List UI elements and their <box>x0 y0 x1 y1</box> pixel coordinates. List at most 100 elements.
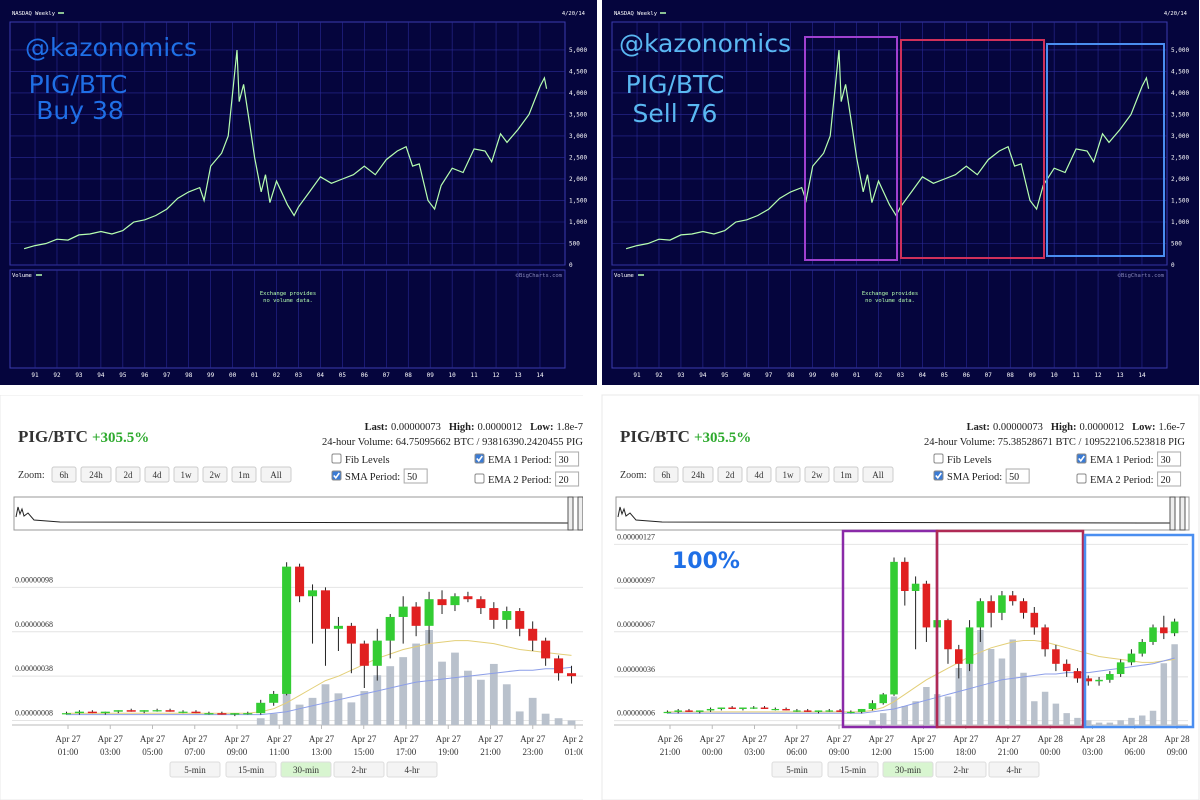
navigator-handle[interactable] <box>567 496 574 531</box>
candle-body <box>178 711 188 713</box>
x-tick-label: 06:00 <box>786 747 807 757</box>
x-tick-label: Apr 27 <box>784 734 810 744</box>
interval-button[interactable] <box>882 761 934 778</box>
zoom-button[interactable] <box>775 466 801 483</box>
chart-credit: ©BigCharts.com <box>516 273 563 279</box>
interval-button[interactable] <box>280 761 332 778</box>
stat-label: Low: <box>530 422 553 433</box>
zoom-button[interactable] <box>833 466 859 483</box>
checkbox-check <box>333 472 340 480</box>
y-tick-label: 500 <box>569 240 580 247</box>
x-tick-label: 00:00 <box>702 747 723 757</box>
candle-body <box>1116 662 1125 675</box>
highlight-box <box>900 39 1045 259</box>
period-input[interactable] <box>555 451 580 467</box>
x-tick-label: Apr 26 <box>657 734 683 744</box>
period-input[interactable] <box>1157 451 1182 467</box>
zoom-button[interactable] <box>862 466 894 483</box>
zoom-button[interactable] <box>260 466 292 483</box>
x-tick-label: 03 <box>295 372 303 379</box>
stat-value: 0.00000073 <box>993 422 1043 433</box>
candle-body <box>269 693 279 703</box>
zoom-button[interactable] <box>804 466 830 483</box>
zoom-button[interactable] <box>144 466 170 483</box>
x-tick-label: 97 <box>765 372 773 379</box>
volume-bar <box>451 652 459 725</box>
candle-body <box>663 711 672 714</box>
zoom-button[interactable] <box>682 466 714 483</box>
zoom-button[interactable] <box>653 466 679 483</box>
candle-body <box>685 710 693 712</box>
interval-label: 5-min <box>786 765 808 775</box>
x-tick-label: 08 <box>1007 372 1015 379</box>
x-tick-label: Apr 27 <box>351 734 377 744</box>
zoom-button[interactable] <box>202 466 228 483</box>
volume-bar <box>879 713 887 725</box>
zoom-button[interactable] <box>173 466 199 483</box>
checkbox[interactable] <box>1076 473 1087 484</box>
candle-body <box>998 595 1006 613</box>
x-tick-label: 11 <box>1072 372 1080 379</box>
pair-title: PIG/BTC <box>18 427 88 446</box>
pair-change: +305.5% <box>694 430 751 446</box>
x-tick-label: Apr 27 <box>140 734 166 744</box>
interval-button[interactable] <box>935 761 987 778</box>
zoom-button[interactable] <box>51 466 77 483</box>
period-value: 20 <box>559 475 569 486</box>
stat-label: Low: <box>1132 422 1155 433</box>
volume-bar <box>869 720 876 725</box>
x-tick-label: 92 <box>53 372 61 379</box>
interval-button[interactable] <box>771 761 823 778</box>
checkbox[interactable] <box>474 473 485 484</box>
interval-button[interactable] <box>988 761 1040 778</box>
panel-background <box>601 394 1200 800</box>
candle-body <box>901 561 909 591</box>
period-input[interactable] <box>403 468 428 484</box>
interval-button[interactable] <box>169 761 221 778</box>
candle-body <box>320 590 331 629</box>
stat-value: 1.6e-7 <box>1158 422 1185 433</box>
volume-area <box>611 269 1168 369</box>
period-input[interactable] <box>1157 471 1182 487</box>
navigator-handle[interactable] <box>1179 496 1186 531</box>
interval-button[interactable] <box>333 761 385 778</box>
interval-label: 4-hr <box>1007 765 1022 775</box>
navigator-handle[interactable] <box>577 496 583 531</box>
zoom-button-label: 4d <box>755 470 765 480</box>
volume-bar <box>347 702 356 725</box>
x-tick-label: 92 <box>655 372 663 379</box>
interval-button[interactable] <box>827 761 879 778</box>
period-input[interactable] <box>555 471 580 487</box>
x-tick-label: 96 <box>141 372 149 379</box>
period-value: 20 <box>1161 475 1171 486</box>
zoom-button[interactable] <box>115 466 141 483</box>
y-tick-label: 3,000 <box>569 133 587 140</box>
zoom-button[interactable] <box>746 466 772 483</box>
checkbox[interactable] <box>933 453 944 464</box>
checkbox[interactable] <box>331 453 342 464</box>
x-tick-label: 91 <box>31 372 39 379</box>
y-tick-label: 2,000 <box>1171 176 1189 183</box>
interval-button[interactable] <box>386 761 438 778</box>
volume-label: Volume <box>12 273 32 279</box>
zoom-button[interactable] <box>717 466 743 483</box>
candle-body <box>814 710 823 712</box>
x-tick-label: 05 <box>339 372 347 379</box>
navigator-handle[interactable] <box>1169 496 1176 531</box>
candle-body <box>976 601 985 628</box>
x-tick-label: 18:00 <box>955 747 976 757</box>
candle-body <box>954 649 963 664</box>
candle-body <box>424 599 434 626</box>
interval-button[interactable] <box>225 761 277 778</box>
volume-bar <box>541 713 550 725</box>
stat-label: Last: <box>365 422 388 433</box>
zoom-button[interactable] <box>231 466 257 483</box>
candle-body <box>965 627 974 664</box>
candle-body <box>463 596 473 600</box>
period-input[interactable] <box>1005 468 1030 484</box>
candle-body <box>385 616 395 641</box>
candle-body <box>217 713 227 715</box>
x-tick-label: 09:00 <box>1167 747 1188 757</box>
zoom-button[interactable] <box>80 466 112 483</box>
zoom-label: Zoom: <box>620 470 647 481</box>
